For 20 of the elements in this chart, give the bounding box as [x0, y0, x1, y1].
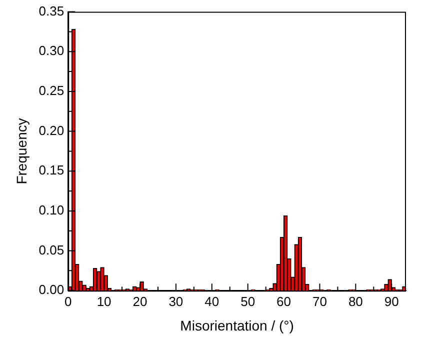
y-tick-label: 0.15 [38, 162, 64, 178]
x-tick-label: 50 [240, 294, 256, 309]
x-axis-title: Misorientation / (°) [180, 317, 294, 334]
x-tick-label: 60 [276, 294, 292, 309]
x-tick-label: 0 [64, 294, 72, 309]
y-tick-label: 0.20 [38, 122, 64, 138]
x-tick-label: 70 [312, 294, 327, 309]
y-axis-title: Frequency [13, 118, 30, 184]
y-tick-label: 0.00 [38, 282, 64, 298]
x-tick-label: 20 [132, 294, 148, 309]
x-tick-label: 80 [348, 294, 363, 309]
y-tick-label: 0.35 [38, 3, 64, 18]
y-tick-label: 0.30 [38, 43, 64, 58]
x-tick-label: 30 [168, 294, 184, 309]
x-tick-label: 90 [384, 294, 399, 309]
y-tick-label: 0.25 [38, 83, 64, 98]
y-tick-label: 0.05 [38, 242, 64, 258]
x-tick-label: 40 [204, 294, 220, 309]
x-tick-label: 10 [96, 294, 112, 309]
y-tick-label: 0.10 [38, 202, 64, 218]
